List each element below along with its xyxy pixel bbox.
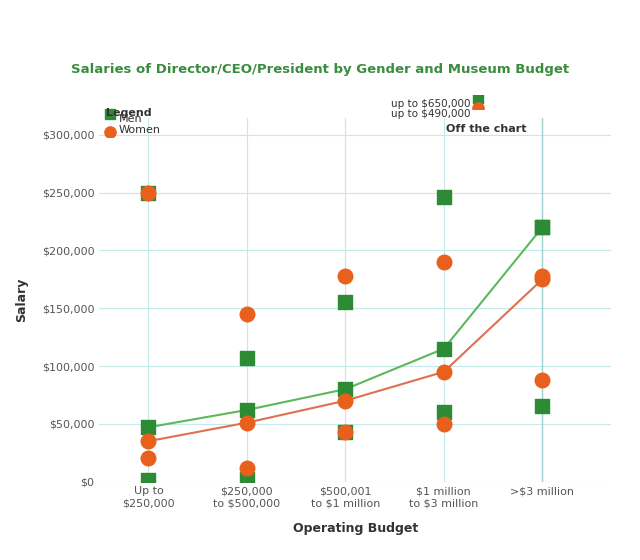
Text: Off the chart: Off the chart (446, 124, 527, 134)
Point (143, 454, 154, 463)
Point (438, 344, 449, 353)
Point (242, 353, 252, 362)
Point (537, 402, 547, 411)
Text: Legend: Legend (106, 108, 151, 118)
Point (143, 476, 154, 485)
Point (340, 396, 351, 405)
Point (104, 110, 115, 119)
Point (474, 94, 484, 102)
Point (537, 223, 547, 232)
Point (438, 408, 449, 417)
Point (143, 188, 154, 197)
Text: Men: Men (118, 114, 142, 124)
Point (474, 104, 484, 113)
Point (438, 419, 449, 428)
Point (340, 427, 351, 436)
Point (340, 298, 351, 307)
Point (340, 427, 351, 436)
Point (438, 258, 449, 267)
Point (537, 275, 547, 284)
Text: Women: Women (118, 125, 161, 136)
Point (242, 418, 252, 427)
Text: Salaries of Director/CEO/President by Gender and Museum Budget: Salaries of Director/CEO/President by Ge… (71, 63, 569, 77)
Point (242, 475, 252, 484)
Point (104, 127, 115, 136)
Text: up to $650,000: up to $650,000 (391, 99, 470, 109)
Text: up to $490,000: up to $490,000 (391, 109, 470, 119)
Point (340, 272, 351, 281)
Point (242, 463, 252, 472)
Point (242, 310, 252, 319)
Point (537, 272, 547, 281)
Point (438, 193, 449, 202)
Point (242, 405, 252, 414)
Point (340, 385, 351, 394)
Point (537, 375, 547, 384)
Y-axis label: Salary: Salary (15, 277, 28, 322)
Point (438, 367, 449, 376)
Point (143, 437, 154, 446)
Point (143, 188, 154, 197)
X-axis label: Operating Budget: Operating Budget (292, 522, 418, 535)
Point (537, 223, 547, 232)
Point (143, 423, 154, 432)
